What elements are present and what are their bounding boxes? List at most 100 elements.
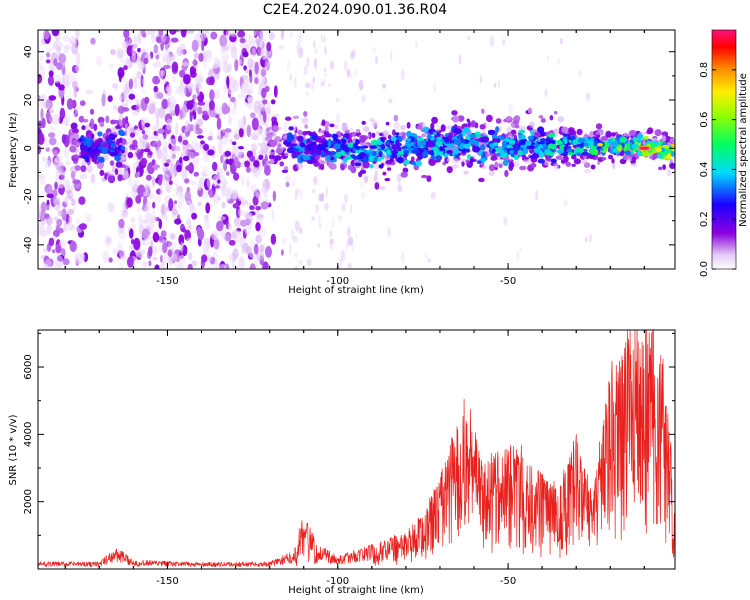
heatmap-cell [243, 94, 248, 100]
heatmap-cell [311, 188, 316, 194]
heatmap-cell [217, 216, 226, 221]
heatmap-cell [610, 132, 616, 137]
heatmap-cell [304, 124, 308, 129]
heatmap-cell [160, 34, 167, 43]
heatmap-cell [79, 100, 86, 106]
heatmap-cell [255, 234, 262, 244]
heatmap-cell [228, 239, 236, 246]
heatmap-cell [54, 181, 58, 190]
heatmap-cell [325, 186, 328, 198]
heatmap-cell [164, 251, 168, 263]
heatmap-cell [176, 30, 180, 33]
heatmap-cell [251, 47, 256, 58]
heatmap-cell [595, 123, 603, 130]
heatmap-cell [444, 156, 449, 164]
heatmap-cell [241, 74, 248, 80]
heatmap-cell [66, 179, 70, 190]
heatmap-cell [232, 49, 238, 58]
heatmap-cell [565, 161, 572, 167]
heatmap-cell [215, 114, 220, 119]
heatmap-cell [487, 129, 496, 134]
heatmap-cell [583, 162, 591, 168]
heatmap-cell [173, 200, 178, 205]
heatmap-cell [301, 117, 309, 124]
heatmap-cell [254, 77, 259, 85]
heatmap-cell [491, 148, 496, 154]
heatmap-cell [47, 75, 55, 86]
heatmap-cell [55, 155, 63, 164]
heatmap-cell [136, 71, 143, 80]
heatmap-cell [546, 55, 550, 61]
heatmap-cell [296, 42, 301, 55]
heatmap-cell [272, 125, 280, 132]
heatmap-cell [91, 133, 95, 140]
heatmap-cell [109, 134, 118, 138]
heatmap-panel: -150 -100 -50 -40 -20 0 20 40 Height of straig… [8, 29, 676, 296]
heatmap-cell [137, 61, 144, 70]
heatmap-cell [202, 190, 209, 201]
heatmap-cell [222, 44, 229, 51]
heatmap-cell [329, 229, 333, 238]
heatmap-cell [384, 177, 391, 182]
heatmap-cell [563, 138, 568, 145]
heatmap-cell [351, 131, 356, 137]
heatmap-cell [655, 147, 663, 153]
colorbar-tick-label: 0.0 [699, 261, 710, 277]
heatmap-cell [258, 227, 266, 238]
colorbar-tick-label: 0.6 [699, 112, 710, 128]
heatmap-cell [118, 129, 125, 136]
heatmap-cell [46, 193, 54, 199]
heatmap-cell [590, 164, 596, 170]
heatmap-cell [497, 79, 500, 89]
heatmap-cell [418, 122, 423, 127]
heatmap-cell [253, 160, 260, 168]
heatmap-cell [350, 203, 353, 214]
heatmap-cell [269, 158, 275, 165]
heatmap-cell [556, 149, 565, 154]
heatmap-cell [257, 128, 264, 137]
heatmap-cell [538, 151, 545, 158]
heatmap-cell [234, 147, 242, 157]
heatmap-cell [208, 189, 214, 198]
heatmap-cell [567, 152, 575, 156]
heatmap-cell [340, 164, 345, 171]
heatmap-cell [324, 202, 329, 211]
heatmap-cell [45, 59, 51, 64]
heatmap-cell [75, 30, 80, 40]
heatmap-cell [490, 156, 498, 161]
heatmap-cell [285, 181, 290, 188]
heatmap-cell [217, 131, 222, 142]
heatmap-cell [122, 107, 130, 112]
heatmap-cell [177, 202, 183, 209]
heatmap-cell [522, 147, 529, 155]
heatmap-cell [196, 135, 204, 139]
heatmap-cell [90, 149, 95, 156]
heatmap-cell [462, 126, 470, 133]
heatmap-cell [145, 212, 152, 223]
heatmap-cell [188, 225, 192, 230]
heatmap-cell [512, 119, 520, 125]
heatmap-cell [553, 111, 558, 115]
heatmap-cell [369, 145, 377, 149]
heatmap-cell [375, 131, 380, 135]
heatmap-cell [191, 212, 198, 220]
heatmap-cell [48, 132, 56, 139]
heatmap-cell [393, 122, 400, 129]
heatmap-cell [547, 143, 555, 150]
heatmap-cell [66, 80, 70, 88]
heatmap-cell [82, 149, 87, 156]
heatmap-cell [51, 30, 60, 37]
heatmap-cell [516, 250, 520, 260]
heatmap-cell [238, 256, 245, 269]
heatmap-cell [64, 195, 69, 206]
heatmap-cell [309, 150, 316, 155]
heatmap-cell [557, 116, 565, 123]
heatmap-cell [433, 82, 437, 93]
heatmap-cell [53, 216, 59, 221]
y-tick-label: 20 [23, 94, 34, 107]
heatmap-cell [160, 203, 166, 216]
heatmap-cell [52, 259, 58, 269]
heatmap-cell [264, 165, 271, 176]
heatmap-cell [247, 93, 254, 107]
heatmap-cell [292, 178, 296, 187]
